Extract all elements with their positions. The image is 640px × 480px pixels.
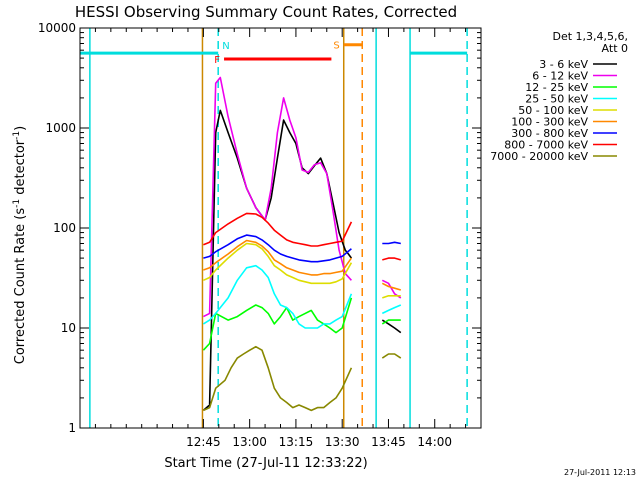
y-tick-label: 1000 — [45, 121, 76, 135]
series-line — [203, 234, 401, 263]
flag-label: F — [214, 55, 220, 66]
plot-frame — [79, 27, 482, 429]
series-line — [203, 239, 402, 291]
legend-label: 300 - 800 keV — [511, 127, 588, 140]
vertical-markers — [89, 28, 468, 428]
series-line — [202, 264, 402, 329]
x-tick-label: 13:30 — [325, 435, 360, 449]
legend-label: 6 - 12 keV — [532, 70, 588, 83]
x-tick-label: 14:00 — [417, 435, 452, 449]
series-line — [203, 242, 401, 299]
legend-label: 3 - 6 keV — [539, 58, 588, 71]
series-line — [203, 212, 402, 261]
y-axis-label: Corrected Count Rate (s-1 detector-1) — [12, 126, 28, 364]
x-tick-label: 12:45 — [186, 435, 221, 449]
x-tick-label: 13:45 — [371, 435, 406, 449]
y-tick-label: 10 — [61, 321, 76, 335]
y-tick-label: 1 — [68, 421, 76, 435]
axes: 1 10 100 1000 10000 12:45 13:00 13:15 13:30 13:45… — [38, 21, 482, 449]
legend-label: 12 - 25 keV — [525, 81, 588, 94]
flag-label: S — [333, 41, 339, 52]
series-lines — [202, 76, 402, 412]
x-axis-label: Start Time (27-Jul-11 12:33:22) — [164, 456, 367, 471]
legend-header-line1: Det 1,3,4,5,6, — [552, 30, 628, 43]
legend-header-line2: Att 0 — [602, 42, 628, 55]
series-line — [202, 297, 401, 351]
legend-label: 800 - 7000 keV — [504, 139, 588, 152]
legend-label: 25 - 50 keV — [525, 93, 588, 106]
flag-bars: F S N — [80, 41, 468, 66]
y-tick-label: 100 — [53, 221, 76, 235]
legend-label: 50 - 100 keV — [518, 104, 588, 117]
legend-label: 7000 - 20000 keV — [490, 150, 588, 163]
y-tick-label: 10000 — [38, 21, 76, 35]
series-line — [203, 345, 402, 412]
x-tick-label: 13:15 — [279, 435, 314, 449]
chart-title: HESSI Observing Summary Count Rates, Cor… — [75, 3, 457, 21]
x-tick-label: 13:00 — [232, 435, 267, 449]
legend-label: 100 - 300 keV — [511, 116, 588, 129]
footer-timestamp: 27-Jul-2011 12:13 — [564, 468, 636, 477]
flag-label: N — [222, 41, 229, 52]
